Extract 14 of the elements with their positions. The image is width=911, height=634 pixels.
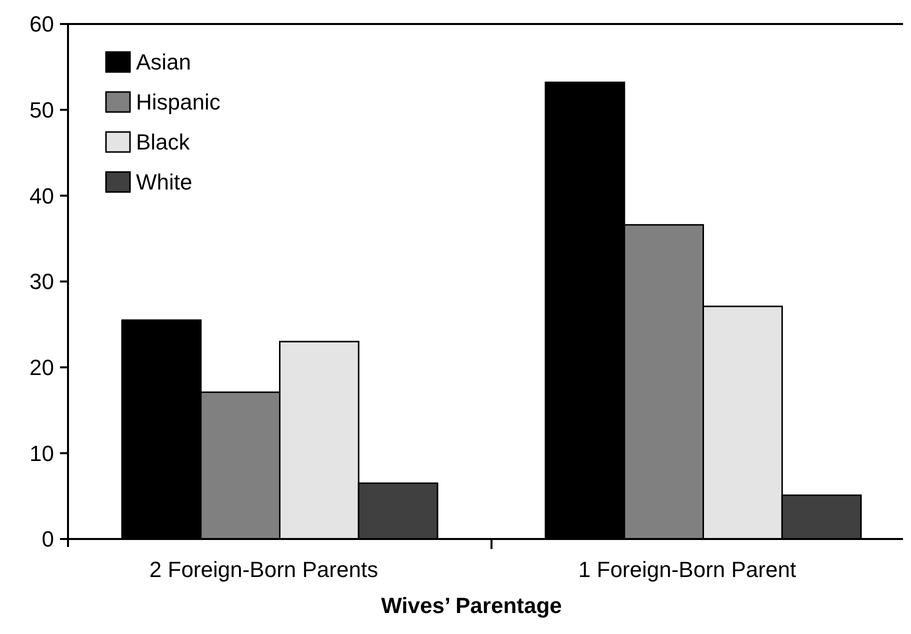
legend-label: White <box>136 170 192 195</box>
y-tick-label: 60 <box>30 12 54 37</box>
y-tick-label: 20 <box>30 355 54 380</box>
legend-label: Asian <box>136 50 192 75</box>
x-tick-label: 1 Foreign-Born Parent <box>578 557 796 582</box>
y-tick-label: 30 <box>30 269 54 294</box>
legend-label: Black <box>136 130 191 155</box>
y-tick-label: 50 <box>30 98 54 123</box>
x-axis-title: Wives’ Parentage <box>381 593 562 618</box>
y-tick-label: 0 <box>42 526 54 552</box>
y-tick-label: 40 <box>30 183 54 208</box>
y-tick-label: 10 <box>30 440 54 466</box>
x-tick-label: 2 Foreign-Born Parents <box>149 557 378 582</box>
legend-label: Hispanic <box>136 90 220 115</box>
